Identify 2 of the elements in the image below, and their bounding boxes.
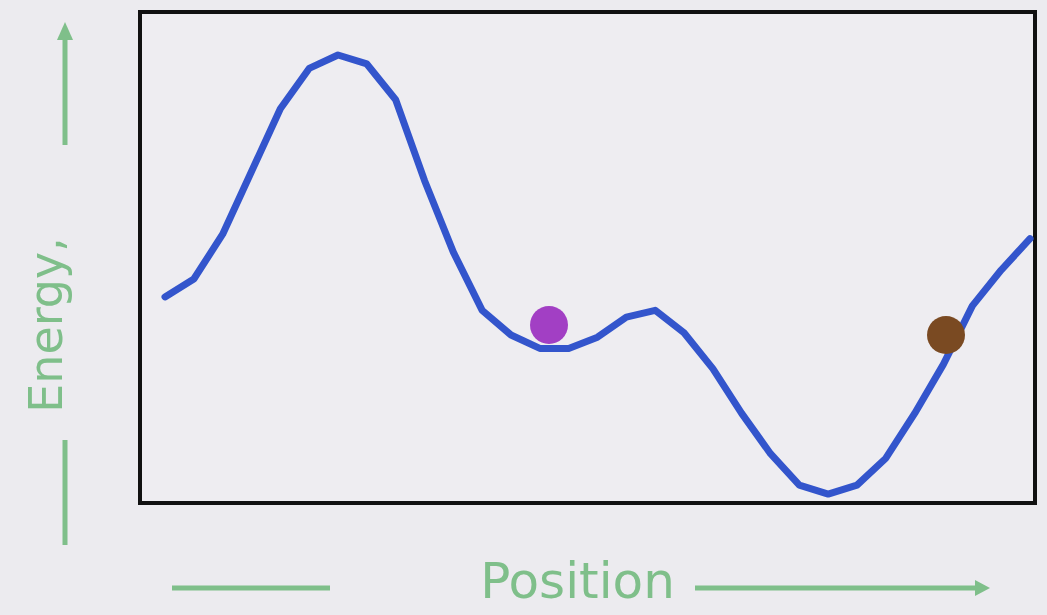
y-axis-title: Energy, [19,237,73,413]
x-axis-title: Position [480,552,675,610]
